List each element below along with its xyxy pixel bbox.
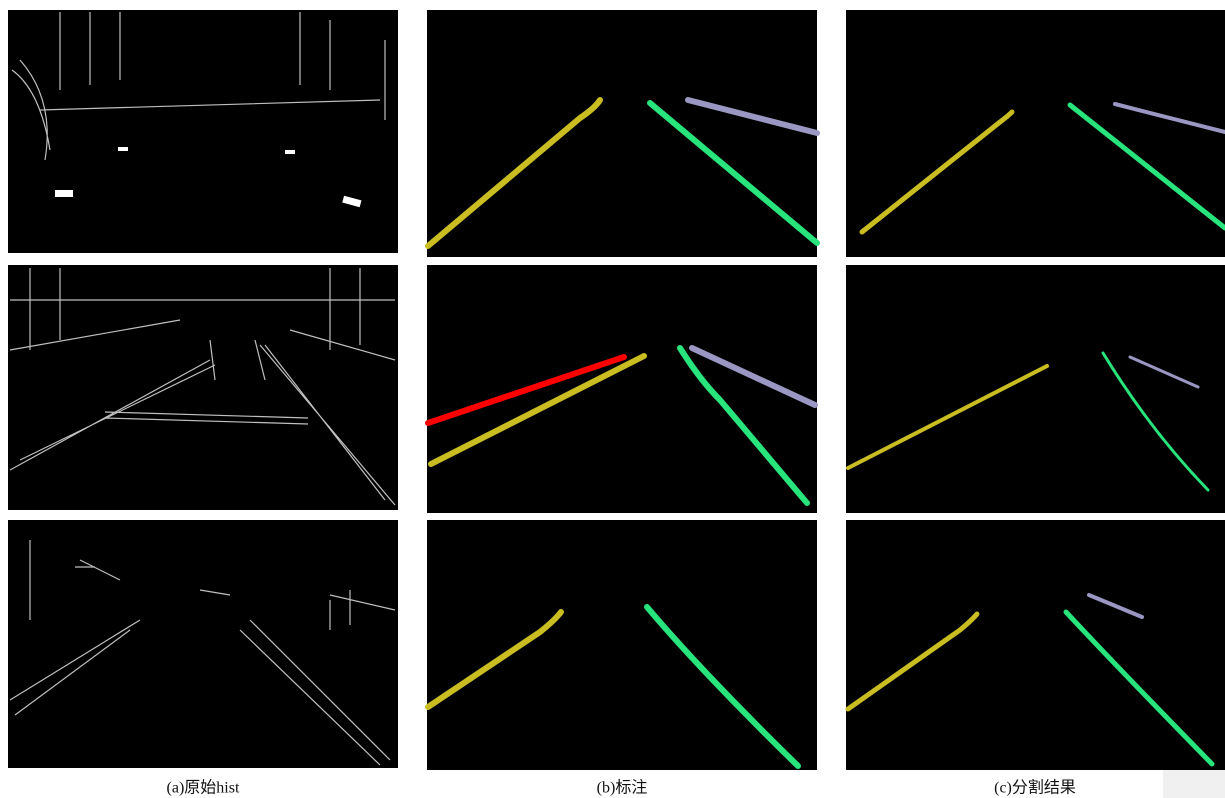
corner-patch [1163, 770, 1225, 798]
caption: (c)分割结果 [994, 779, 1076, 797]
annotation-images [425, 10, 820, 770]
caption: (b)标注 [597, 779, 648, 797]
edge-images [8, 10, 398, 768]
caption: (a)原始hist [167, 779, 240, 797]
segmentation-images [845, 10, 1225, 770]
